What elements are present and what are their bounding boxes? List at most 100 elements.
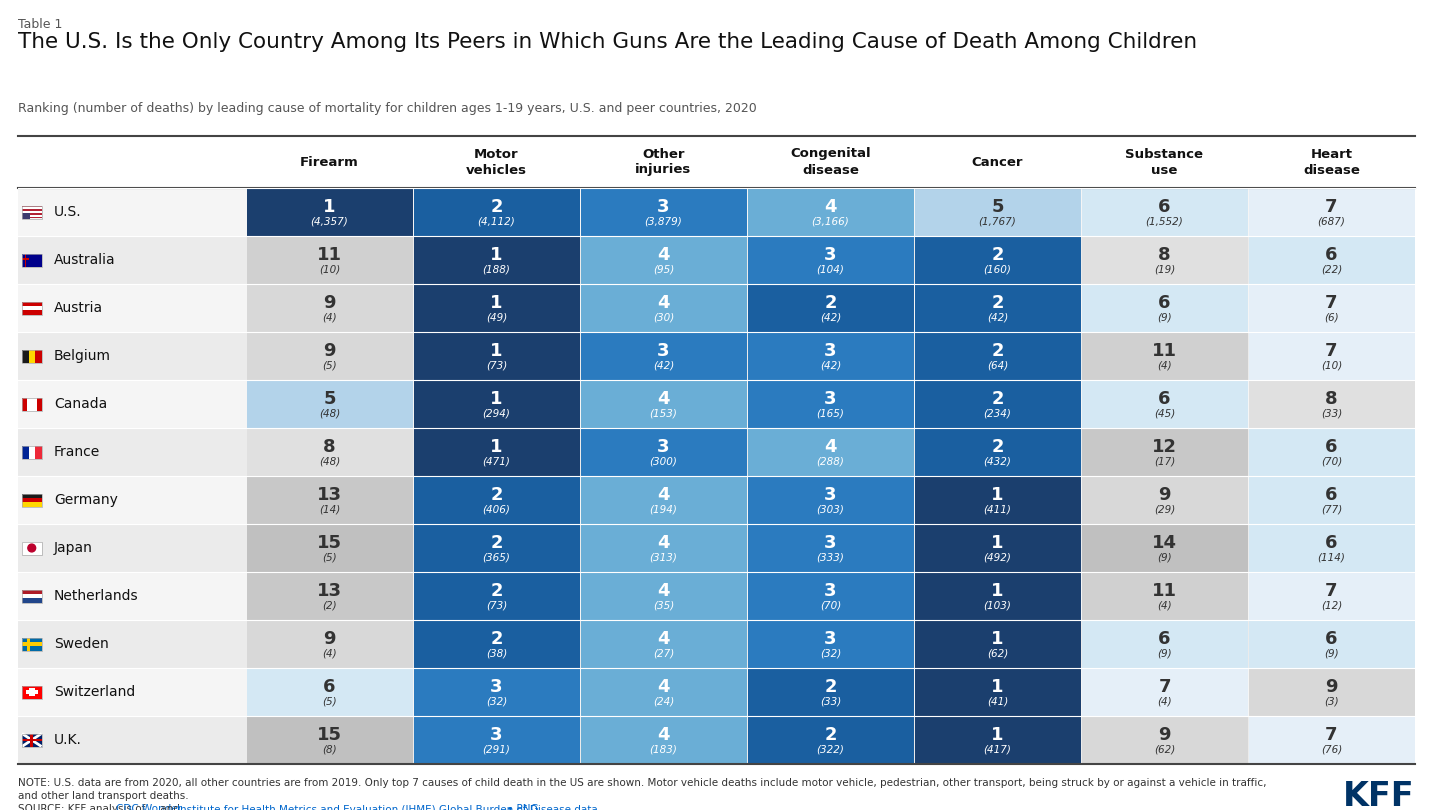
Text: 2: 2 bbox=[991, 294, 1004, 312]
Bar bbox=[19, 380, 1416, 428]
Text: Substance
use: Substance use bbox=[1125, 147, 1204, 177]
Bar bbox=[748, 476, 914, 523]
Text: (153): (153) bbox=[649, 409, 678, 419]
Bar bbox=[21, 211, 41, 213]
Bar bbox=[1081, 189, 1247, 236]
Bar bbox=[21, 216, 41, 219]
Text: 3: 3 bbox=[658, 438, 669, 456]
Text: 15: 15 bbox=[317, 726, 342, 744]
Bar bbox=[21, 542, 41, 555]
Text: Netherlands: Netherlands bbox=[54, 589, 139, 603]
Bar bbox=[21, 349, 29, 363]
Bar bbox=[581, 428, 746, 475]
Text: (5): (5) bbox=[322, 697, 337, 707]
Bar bbox=[413, 189, 579, 236]
Bar bbox=[581, 573, 746, 620]
Bar bbox=[246, 476, 412, 523]
Text: 4: 4 bbox=[658, 678, 669, 696]
Text: 6: 6 bbox=[1326, 246, 1337, 264]
Bar bbox=[748, 284, 914, 331]
Text: (165): (165) bbox=[817, 409, 845, 419]
Bar bbox=[915, 717, 1081, 764]
Bar bbox=[1248, 476, 1414, 523]
Bar bbox=[246, 668, 412, 715]
Text: (4): (4) bbox=[322, 313, 337, 323]
Text: 4: 4 bbox=[658, 582, 669, 600]
Bar bbox=[21, 446, 29, 458]
Text: Germany: Germany bbox=[54, 493, 117, 507]
Bar bbox=[915, 381, 1081, 428]
Text: (333): (333) bbox=[817, 553, 845, 563]
Text: (294): (294) bbox=[482, 409, 511, 419]
Text: 3: 3 bbox=[824, 342, 837, 360]
Bar bbox=[21, 398, 41, 411]
Bar bbox=[21, 734, 41, 747]
Text: (687): (687) bbox=[1317, 217, 1346, 227]
Bar bbox=[581, 525, 746, 572]
Text: 7: 7 bbox=[1158, 678, 1171, 696]
Text: Congenital
disease: Congenital disease bbox=[791, 147, 871, 177]
Text: (103): (103) bbox=[984, 601, 1011, 611]
Text: (45): (45) bbox=[1154, 409, 1175, 419]
Bar bbox=[29, 349, 34, 363]
Text: 2: 2 bbox=[490, 198, 503, 216]
Text: 6: 6 bbox=[1326, 486, 1337, 504]
Circle shape bbox=[27, 544, 36, 552]
Bar bbox=[21, 685, 41, 698]
Text: 2: 2 bbox=[991, 246, 1004, 264]
Text: 3: 3 bbox=[490, 726, 503, 744]
Text: (303): (303) bbox=[817, 505, 845, 515]
Text: (288): (288) bbox=[817, 457, 845, 467]
Text: (194): (194) bbox=[649, 505, 678, 515]
Text: Austria: Austria bbox=[54, 301, 103, 315]
Bar bbox=[21, 213, 41, 215]
Bar bbox=[21, 206, 41, 219]
Text: 6: 6 bbox=[1158, 630, 1171, 648]
Bar bbox=[1081, 332, 1247, 380]
Text: 3: 3 bbox=[824, 534, 837, 552]
Text: 7: 7 bbox=[1326, 198, 1337, 216]
Bar bbox=[748, 332, 914, 380]
Bar bbox=[21, 206, 41, 207]
Text: (10): (10) bbox=[319, 265, 340, 275]
Text: (4): (4) bbox=[1157, 361, 1171, 371]
Text: 1: 1 bbox=[991, 534, 1004, 552]
Text: (3): (3) bbox=[1324, 697, 1338, 707]
Text: (471): (471) bbox=[482, 457, 511, 467]
Text: Japan: Japan bbox=[54, 541, 93, 555]
Text: (95): (95) bbox=[654, 265, 674, 275]
Bar bbox=[246, 717, 412, 764]
Text: (4,357): (4,357) bbox=[310, 217, 349, 227]
Bar bbox=[246, 332, 412, 380]
Text: (3,879): (3,879) bbox=[645, 217, 682, 227]
Text: (4): (4) bbox=[322, 649, 337, 659]
Bar bbox=[1248, 332, 1414, 380]
Text: (104): (104) bbox=[817, 265, 845, 275]
Text: 1: 1 bbox=[991, 726, 1004, 744]
Text: 5: 5 bbox=[991, 198, 1004, 216]
Text: (300): (300) bbox=[649, 457, 678, 467]
Text: (1,552): (1,552) bbox=[1145, 217, 1184, 227]
Bar bbox=[748, 189, 914, 236]
Text: Ranking (number of deaths) by leading cause of mortality for children ages 1-19 : Ranking (number of deaths) by leading ca… bbox=[19, 102, 756, 115]
Text: 4: 4 bbox=[658, 246, 669, 264]
Text: 2: 2 bbox=[490, 582, 503, 600]
Bar bbox=[19, 284, 1416, 332]
Bar bbox=[413, 717, 579, 764]
Bar bbox=[21, 209, 41, 211]
Text: (365): (365) bbox=[482, 553, 511, 563]
Text: (27): (27) bbox=[654, 649, 674, 659]
Bar bbox=[581, 189, 746, 236]
Bar bbox=[19, 332, 1416, 380]
Bar bbox=[1248, 189, 1414, 236]
Text: Motor
vehicles: Motor vehicles bbox=[466, 147, 528, 177]
Text: (9): (9) bbox=[1157, 313, 1171, 323]
Bar bbox=[1248, 717, 1414, 764]
Bar bbox=[19, 476, 1416, 524]
Text: 2: 2 bbox=[490, 534, 503, 552]
Text: 4: 4 bbox=[658, 486, 669, 504]
Bar bbox=[21, 207, 41, 209]
Text: (1,767): (1,767) bbox=[978, 217, 1017, 227]
Text: 1: 1 bbox=[490, 246, 503, 264]
Text: 3: 3 bbox=[824, 630, 837, 648]
